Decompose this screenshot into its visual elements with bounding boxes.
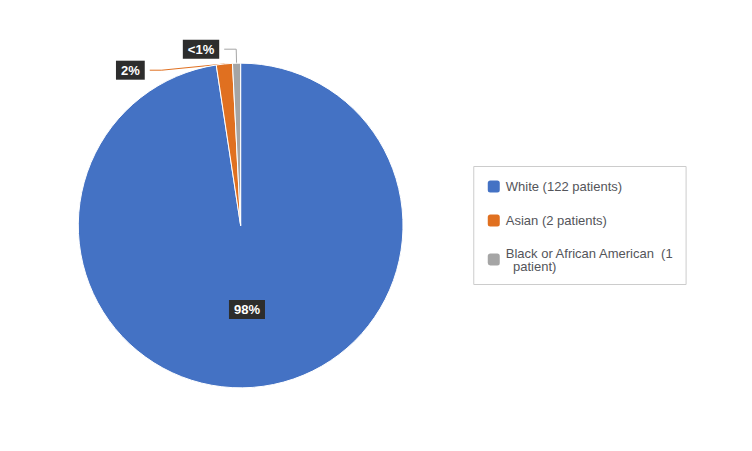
svg-text:<1%: <1%	[188, 42, 215, 57]
svg-text:98%: 98%	[234, 302, 260, 317]
svg-text:Asian (2 patients): Asian (2 patients)	[506, 213, 607, 228]
svg-text:Black or African American (1: Black or African American (1	[505, 245, 673, 261]
svg-text:patient): patient)	[506, 259, 557, 274]
svg-text:White (122 patients): White (122 patients)	[506, 179, 622, 194]
svg-text:2%: 2%	[121, 63, 140, 78]
